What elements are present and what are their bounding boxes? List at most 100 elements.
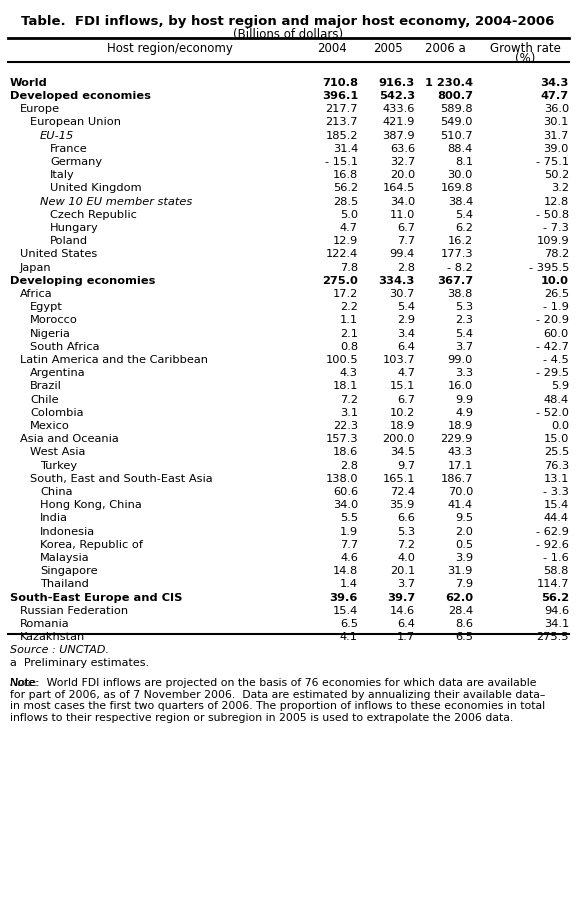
Text: 38.4: 38.4 <box>448 197 473 206</box>
Text: 1.7: 1.7 <box>397 631 415 641</box>
Text: 5.0: 5.0 <box>340 210 358 220</box>
Text: 421.9: 421.9 <box>383 118 415 127</box>
Text: United Kingdom: United Kingdom <box>50 183 141 193</box>
Text: 3.7: 3.7 <box>455 341 473 351</box>
Text: 138.0: 138.0 <box>325 473 358 483</box>
Text: 1.9: 1.9 <box>340 526 358 536</box>
Text: in most cases the first two quarters of 2006. The proportion of inflows to these: in most cases the first two quarters of … <box>10 700 545 710</box>
Text: Hong Kong, China: Hong Kong, China <box>40 500 142 509</box>
Text: 3.1: 3.1 <box>340 407 358 417</box>
Text: Nigeria: Nigeria <box>30 328 71 338</box>
Text: Kazakhstan: Kazakhstan <box>20 631 85 641</box>
Text: Brazil: Brazil <box>30 380 62 391</box>
Text: 34.3: 34.3 <box>541 77 569 87</box>
Text: - 3.3: - 3.3 <box>543 486 569 496</box>
Text: 30.0: 30.0 <box>448 170 473 180</box>
Text: 34.5: 34.5 <box>389 447 415 457</box>
Text: 39.7: 39.7 <box>387 592 415 602</box>
Text: 17.1: 17.1 <box>448 460 473 470</box>
Text: 18.9: 18.9 <box>389 421 415 430</box>
Text: 9.9: 9.9 <box>455 394 473 404</box>
Text: 2.1: 2.1 <box>340 328 358 338</box>
Text: 39.6: 39.6 <box>329 592 358 602</box>
Text: European Union: European Union <box>30 118 121 127</box>
Text: Chile: Chile <box>30 394 59 404</box>
Text: 17.2: 17.2 <box>333 289 358 299</box>
Text: - 4.5: - 4.5 <box>544 355 569 365</box>
Text: China: China <box>40 486 73 496</box>
Text: Morocco: Morocco <box>30 315 78 325</box>
Text: 3.4: 3.4 <box>397 328 415 338</box>
Text: 6.4: 6.4 <box>397 618 415 629</box>
Text: 2.2: 2.2 <box>340 301 358 312</box>
Text: Romania: Romania <box>20 618 70 629</box>
Text: Turkey: Turkey <box>40 460 77 470</box>
Text: 177.3: 177.3 <box>440 249 473 259</box>
Text: 9.7: 9.7 <box>397 460 415 470</box>
Text: - 15.1: - 15.1 <box>325 157 358 166</box>
Text: 103.7: 103.7 <box>383 355 415 365</box>
Text: 2006 a: 2006 a <box>425 42 466 55</box>
Text: - 92.6: - 92.6 <box>536 539 569 550</box>
Text: 2.3: 2.3 <box>455 315 473 325</box>
Text: 18.9: 18.9 <box>448 421 473 430</box>
Text: 3.2: 3.2 <box>551 183 569 193</box>
Text: - 1.9: - 1.9 <box>543 301 569 312</box>
Text: 39.0: 39.0 <box>544 143 569 153</box>
Text: 70.0: 70.0 <box>448 486 473 496</box>
Text: South, East and South-East Asia: South, East and South-East Asia <box>30 473 213 483</box>
Text: 25.5: 25.5 <box>544 447 569 457</box>
Text: 800.7: 800.7 <box>437 91 473 101</box>
Text: 6.4: 6.4 <box>397 341 415 351</box>
Text: 542.3: 542.3 <box>379 91 415 101</box>
Text: 433.6: 433.6 <box>383 104 415 114</box>
Text: 185.2: 185.2 <box>325 130 358 141</box>
Text: Korea, Republic of: Korea, Republic of <box>40 539 143 550</box>
Text: 2.9: 2.9 <box>397 315 415 325</box>
Text: - 20.9: - 20.9 <box>536 315 569 325</box>
Text: 229.9: 229.9 <box>441 434 473 444</box>
Text: 165.1: 165.1 <box>383 473 415 483</box>
Text: 275.5: 275.5 <box>537 631 569 641</box>
Text: 100.5: 100.5 <box>325 355 358 365</box>
Text: Egypt: Egypt <box>30 301 63 312</box>
Text: 26.5: 26.5 <box>544 289 569 299</box>
Text: 6.5: 6.5 <box>455 631 473 641</box>
Text: 11.0: 11.0 <box>389 210 415 220</box>
Text: 109.9: 109.9 <box>537 236 569 246</box>
Text: - 8.2: - 8.2 <box>447 262 473 272</box>
Text: 34.0: 34.0 <box>389 197 415 206</box>
Text: 16.0: 16.0 <box>448 380 473 391</box>
Text: Latin America and the Caribbean: Latin America and the Caribbean <box>20 355 208 365</box>
Text: New 10 EU member states: New 10 EU member states <box>40 197 192 206</box>
Text: 60.6: 60.6 <box>333 486 358 496</box>
Text: 916.3: 916.3 <box>379 77 415 87</box>
Text: 0.5: 0.5 <box>455 539 473 550</box>
Text: 34.1: 34.1 <box>544 618 569 629</box>
Text: Poland: Poland <box>50 236 88 246</box>
Text: 3.9: 3.9 <box>455 552 473 562</box>
Text: 589.8: 589.8 <box>440 104 473 114</box>
Text: 34.0: 34.0 <box>333 500 358 509</box>
Text: Argentina: Argentina <box>30 368 85 378</box>
Text: Malaysia: Malaysia <box>40 552 89 562</box>
Text: 31.4: 31.4 <box>333 143 358 153</box>
Text: 38.8: 38.8 <box>448 289 473 299</box>
Text: 4.9: 4.9 <box>455 407 473 417</box>
Text: 28.5: 28.5 <box>333 197 358 206</box>
Text: 510.7: 510.7 <box>440 130 473 141</box>
Text: - 52.0: - 52.0 <box>536 407 569 417</box>
Text: 62.0: 62.0 <box>445 592 473 602</box>
Text: 186.7: 186.7 <box>440 473 473 483</box>
Text: - 1.6: - 1.6 <box>544 552 569 562</box>
Text: 5.4: 5.4 <box>455 210 473 220</box>
Text: Germany: Germany <box>50 157 102 166</box>
Text: - 42.7: - 42.7 <box>536 341 569 351</box>
Text: World: World <box>10 77 48 87</box>
Text: 1.4: 1.4 <box>340 579 358 589</box>
Text: 16.2: 16.2 <box>448 236 473 246</box>
Text: 5.3: 5.3 <box>397 526 415 536</box>
Text: 2004: 2004 <box>317 42 346 55</box>
Text: 10.2: 10.2 <box>389 407 415 417</box>
Text: West Asia: West Asia <box>30 447 85 457</box>
